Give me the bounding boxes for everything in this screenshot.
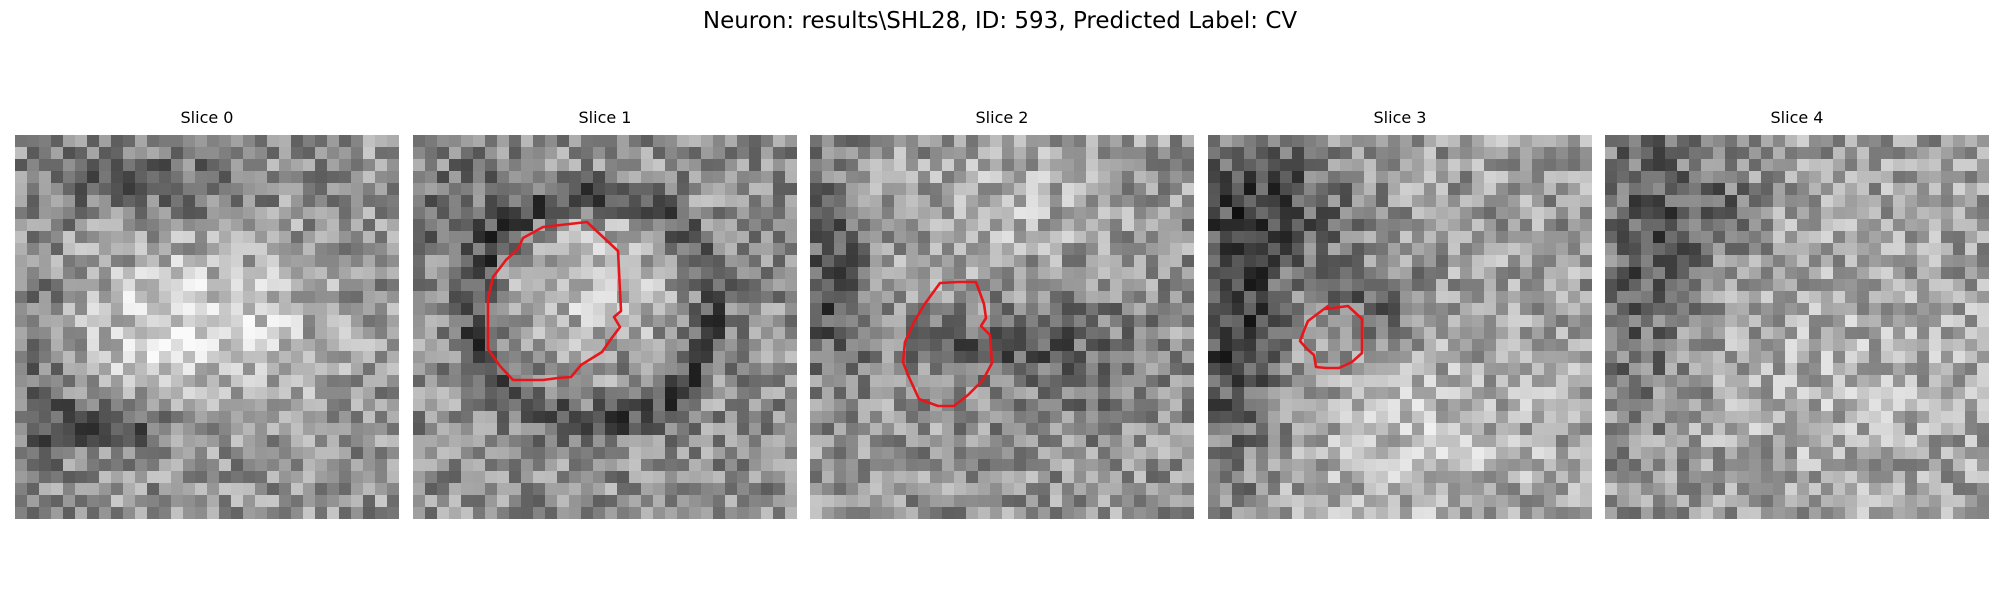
figure-title: Neuron: results\SHL28, ID: 593, Predicte… bbox=[702, 8, 1298, 34]
slice-heatmap bbox=[413, 135, 797, 519]
slice-title: Slice 2 bbox=[975, 108, 1029, 127]
slice-title: Slice 0 bbox=[180, 108, 234, 127]
slice-heatmap bbox=[810, 135, 1194, 519]
slice-heatmap bbox=[1605, 135, 1989, 519]
slice-title: Slice 4 bbox=[1770, 108, 1824, 127]
slice-image-4 bbox=[1605, 135, 1989, 519]
slice-heatmap bbox=[15, 135, 399, 519]
slice-image-0 bbox=[15, 135, 399, 519]
slice-image-2 bbox=[810, 135, 1194, 519]
slice-title: Slice 1 bbox=[578, 108, 632, 127]
slice-title: Slice 3 bbox=[1373, 108, 1427, 127]
roi-contour bbox=[486, 220, 623, 382]
slice-heatmap bbox=[1208, 135, 1592, 519]
roi-contour bbox=[1298, 304, 1364, 370]
slice-image-1 bbox=[413, 135, 797, 519]
roi-contour bbox=[901, 280, 994, 408]
slice-image-3 bbox=[1208, 135, 1592, 519]
